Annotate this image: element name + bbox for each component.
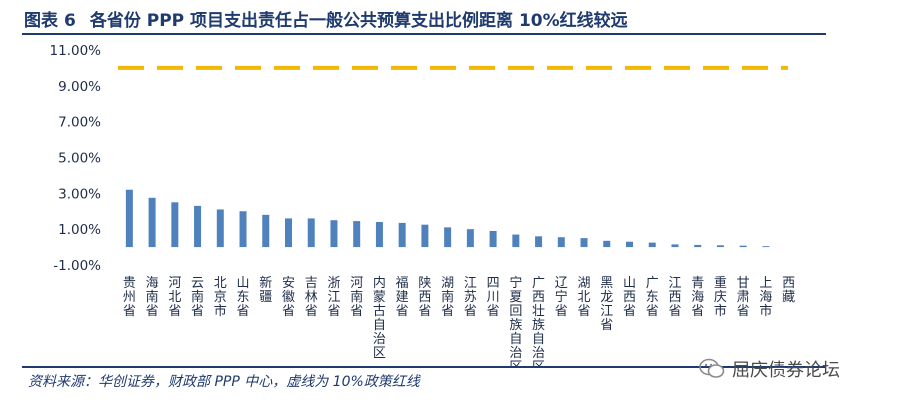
bar bbox=[125, 189, 133, 248]
bar bbox=[421, 224, 429, 248]
y-tick-label: 5.00% bbox=[58, 151, 101, 167]
x-tick-label: 宁夏回族自治区 bbox=[509, 275, 522, 366]
bar bbox=[762, 246, 770, 248]
bar bbox=[671, 244, 679, 248]
x-tick-label: 新疆 bbox=[259, 275, 272, 305]
bar bbox=[216, 209, 224, 248]
source-note: 资料来源：华创证券，财政部 PPP 中心，虚线为 10%政策红线 bbox=[28, 374, 420, 390]
x-tick-label: 吉林省 bbox=[305, 276, 318, 319]
bar bbox=[716, 245, 724, 248]
x-tick-label: 河南省 bbox=[350, 276, 363, 319]
bar bbox=[194, 205, 202, 248]
x-tick-label: 北京市 bbox=[214, 276, 227, 319]
x-tick-label: 贵州省 bbox=[123, 276, 136, 319]
bar bbox=[330, 220, 338, 248]
bar bbox=[262, 214, 270, 248]
x-tick-label: 青海省 bbox=[691, 276, 704, 319]
x-tick-label: 山东省 bbox=[237, 276, 250, 319]
x-tick-label: 上海市 bbox=[759, 276, 772, 319]
x-tick-label: 江苏省 bbox=[464, 276, 477, 319]
x-tick-label: 辽宁省 bbox=[555, 276, 568, 319]
bar bbox=[285, 218, 292, 248]
x-tick-label: 内蒙古自治区 bbox=[373, 275, 386, 361]
bar bbox=[489, 230, 497, 248]
x-tick-label: 甘肃省 bbox=[737, 276, 750, 319]
bar bbox=[694, 244, 702, 248]
title-divider bbox=[22, 33, 826, 35]
bar bbox=[466, 229, 474, 248]
x-tick-label: 海南省 bbox=[146, 276, 159, 319]
bar bbox=[171, 202, 179, 248]
x-tick-label: 陕西省 bbox=[418, 276, 431, 319]
y-tick-label: 7.00% bbox=[58, 115, 101, 131]
x-tick-label: 湖北省 bbox=[578, 276, 591, 319]
watermark: 屈庆债券论坛 bbox=[698, 356, 840, 382]
x-tick-label: 福建省 bbox=[396, 276, 409, 319]
bar bbox=[557, 237, 565, 248]
bar bbox=[512, 234, 520, 248]
y-tick-label: 1.00% bbox=[58, 222, 101, 238]
x-tick-label: 江西省 bbox=[668, 276, 681, 319]
y-tick-label: -1.00% bbox=[53, 258, 101, 274]
bar bbox=[353, 221, 361, 248]
wechat-icon bbox=[699, 358, 725, 378]
x-tick-label: 浙江省 bbox=[327, 276, 340, 319]
figure-label: 图表 bbox=[24, 11, 58, 31]
y-tick-label: 3.00% bbox=[58, 186, 101, 202]
bar bbox=[239, 211, 247, 248]
x-tick-label: 河北省 bbox=[168, 276, 181, 319]
bar bbox=[648, 242, 656, 248]
x-tick-label: 湖南省 bbox=[441, 276, 454, 319]
footer-divider bbox=[22, 366, 826, 368]
y-tick-label: 9.00% bbox=[58, 79, 101, 95]
bar bbox=[739, 245, 747, 248]
x-tick-label: 四川省 bbox=[487, 276, 500, 319]
watermark-text: 屈庆债券论坛 bbox=[732, 360, 840, 381]
x-tick-label: 广西壮族自治区 bbox=[532, 276, 545, 366]
x-tick-label: 安徽省 bbox=[282, 276, 295, 319]
y-tick-label: 11.00% bbox=[50, 43, 102, 59]
bar bbox=[580, 238, 588, 248]
x-tick-label: 云南省 bbox=[191, 276, 204, 319]
bar-chart: 11.00% 9.00% 7.00% 5.00% 3.00% 1.00% -1.00% 贵州省… bbox=[50, 43, 796, 366]
x-tick-label: 重庆市 bbox=[714, 275, 727, 319]
x-tick-label: 山西省 bbox=[623, 276, 636, 319]
x-tick-label: 黑龙江省 bbox=[600, 276, 613, 333]
bar bbox=[626, 241, 633, 248]
bar bbox=[444, 227, 452, 248]
bar bbox=[535, 236, 543, 248]
figure-title: 图表 6 各省份 PPP 项目支出责任占一般公共预算支出比例距离 10%红线较远 bbox=[24, 6, 628, 31]
bar bbox=[148, 197, 156, 248]
figure-number: 6 bbox=[64, 11, 76, 31]
bar bbox=[398, 222, 406, 248]
bar bbox=[307, 218, 315, 248]
x-tick-label: 广东省 bbox=[646, 276, 659, 319]
figure-title-text: 各省份 PPP 项目支出责任占一般公共预算支出比例距离 10%红线较远 bbox=[89, 11, 628, 31]
bar bbox=[375, 222, 383, 248]
x-tick-label: 西藏 bbox=[782, 276, 795, 305]
bar bbox=[603, 240, 611, 248]
